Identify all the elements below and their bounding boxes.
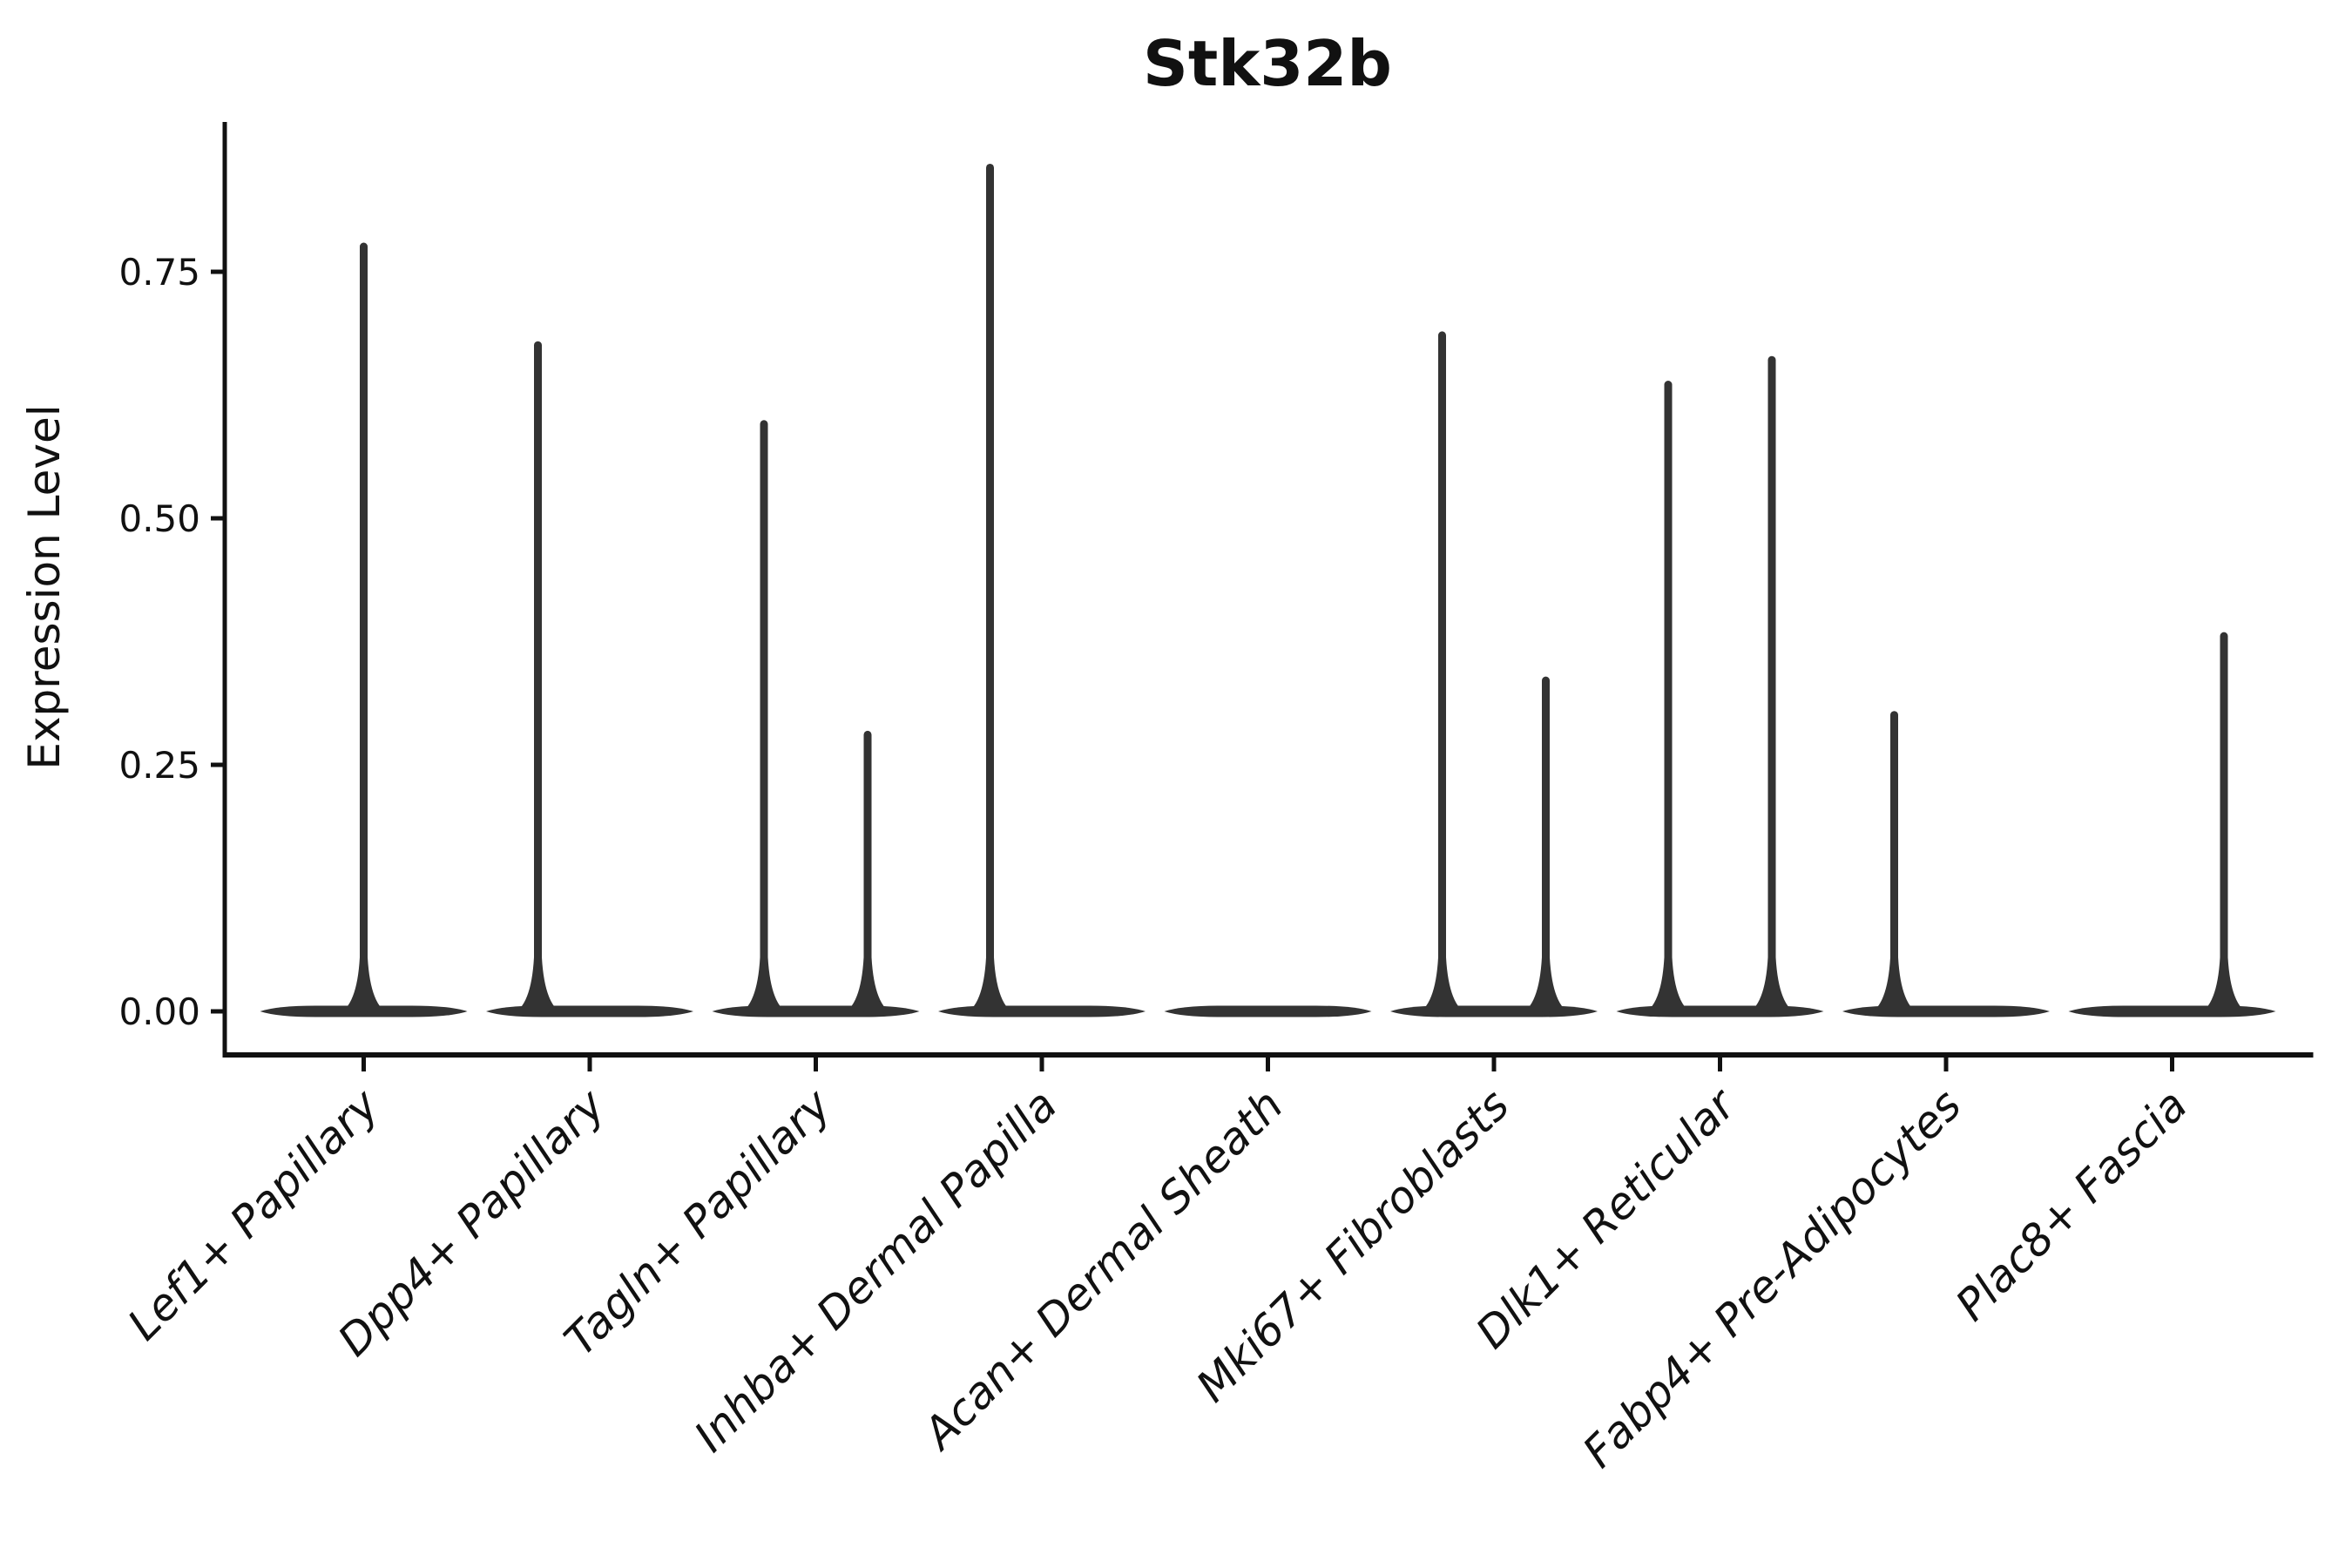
chart-title: Stk32b bbox=[1143, 27, 1392, 100]
violin-spike-flare bbox=[1876, 957, 1913, 1009]
violin-spike-flare bbox=[971, 957, 1009, 1009]
x-tick-mark bbox=[587, 1058, 592, 1071]
y-tick-label: 0.00 bbox=[118, 990, 200, 1033]
x-tick-mark bbox=[1491, 1058, 1497, 1071]
x-tick-mark bbox=[1943, 1058, 1949, 1071]
x-tick-mark bbox=[814, 1058, 818, 1071]
violin-base bbox=[938, 1005, 1146, 1017]
x-tick-mark bbox=[362, 1058, 366, 1071]
y-tick-label: 0.50 bbox=[118, 497, 200, 540]
violin-spike-flare bbox=[1650, 957, 1686, 1009]
violin-base bbox=[1842, 1005, 2050, 1017]
x-tick-mark bbox=[2170, 1058, 2174, 1071]
y-tick-mark bbox=[211, 269, 225, 274]
x-tick-mark bbox=[1039, 1058, 1044, 1071]
violin-spike-flare bbox=[1423, 957, 1461, 1009]
y-tick-mark bbox=[211, 1009, 225, 1014]
violin-base bbox=[1390, 1005, 1598, 1017]
x-tick-label: Acan+ Dermal Sheath bbox=[912, 1079, 1293, 1460]
x-tick-label: Inhba+ Dermal Papilla bbox=[685, 1079, 1066, 1461]
y-axis-spine bbox=[222, 122, 227, 1057]
x-tick-mark bbox=[1718, 1058, 1722, 1071]
y-tick-label: 0.75 bbox=[118, 251, 200, 294]
violin-base bbox=[1164, 1005, 1372, 1017]
y-tick-mark bbox=[211, 762, 225, 767]
x-axis-spine bbox=[222, 1052, 2314, 1058]
y-axis-ticks: 0.00 0.25 0.50 0.75 bbox=[118, 251, 225, 1033]
violin-base bbox=[1616, 1005, 1824, 1017]
y-axis-label: Expression Level bbox=[19, 404, 70, 769]
x-tick-label: Fabp4+ Pre-Adipocytes bbox=[1573, 1079, 1971, 1477]
violin-spike-flare bbox=[2206, 957, 2242, 1009]
violin-base bbox=[2068, 1005, 2276, 1017]
violins bbox=[260, 163, 2276, 1017]
violin-spike-flare bbox=[746, 957, 782, 1009]
y-tick-mark bbox=[211, 516, 225, 521]
violin-spike-flare bbox=[849, 957, 886, 1009]
x-tick-mark bbox=[1266, 1058, 1270, 1071]
x-tick-label: Plac8+ Fascia bbox=[1946, 1079, 2197, 1330]
violin-base bbox=[486, 1005, 693, 1017]
violin-spike-flare bbox=[345, 957, 382, 1009]
y-tick-label: 0.25 bbox=[118, 744, 200, 787]
violin-spike-flare bbox=[1754, 957, 1790, 1009]
violin-base bbox=[712, 1005, 920, 1017]
violin-spike-flare bbox=[1527, 957, 1565, 1009]
violin-spike-flare bbox=[519, 957, 557, 1009]
